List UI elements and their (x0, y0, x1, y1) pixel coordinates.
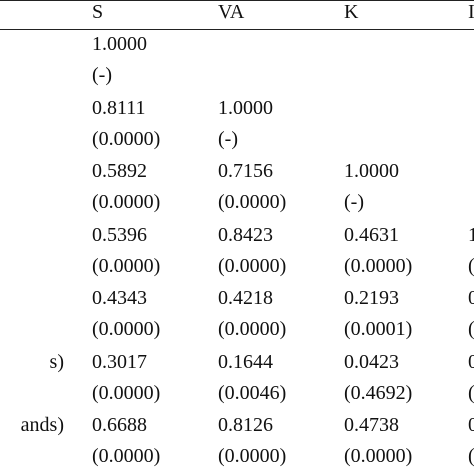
p-value: (0.0000) (92, 381, 161, 404)
p-value: (0.0000) (92, 191, 161, 213)
coefficient: 0.4343 (92, 287, 147, 309)
p-value: (-) (344, 191, 364, 213)
p-value: (0.0000) (92, 254, 161, 277)
coefficient: 0.8126 (218, 414, 273, 436)
p-value: (0.0000) (218, 191, 287, 213)
p-value: ( (468, 383, 474, 403)
p-value: ( (468, 319, 474, 339)
coefficient: 1.0000 (92, 33, 147, 55)
p-value: (0.0000) (344, 254, 413, 277)
p-value: (0.0000) (92, 318, 161, 340)
row-label: s) (49, 350, 64, 373)
coefficient: 0 (468, 350, 474, 373)
coefficient: 1.0000 (344, 160, 399, 182)
p-value: (0.0000) (218, 445, 287, 467)
coefficient: 0.7156 (218, 160, 273, 182)
p-value: (0.0001) (344, 318, 413, 340)
coefficient: 1.0000 (218, 96, 273, 119)
coefficient: 0.4218 (218, 287, 273, 309)
p-value: (0.0000) (218, 254, 287, 277)
coefficient: 0.2193 (344, 287, 399, 309)
coefficient: 1 (468, 223, 474, 246)
coefficient: 0.4738 (344, 414, 399, 436)
coefficient: 0.8111 (92, 96, 146, 119)
coefficient: 0.6688 (92, 414, 147, 436)
p-value: ( (468, 256, 474, 276)
row-label: ands) (20, 414, 64, 436)
p-value: (0.0046) (218, 381, 287, 404)
p-value: (0.0000) (92, 127, 161, 150)
header-rule (0, 29, 474, 30)
column-header: I (468, 1, 474, 23)
p-value: (0.0000) (344, 445, 413, 467)
p-value: (0.4692) (344, 381, 413, 404)
coefficient: 0 (468, 414, 474, 436)
p-value: (-) (218, 127, 238, 150)
p-value: (0.0000) (218, 318, 287, 340)
column-header: S (92, 1, 104, 23)
top-rule (0, 0, 474, 1)
p-value: (0.0000) (92, 445, 161, 467)
coefficient: 0.8423 (218, 223, 273, 246)
column-header: VA (218, 1, 245, 23)
coefficient: 0.3017 (92, 350, 147, 373)
coefficient: 0.5396 (92, 223, 147, 246)
p-value: ( (468, 446, 474, 466)
p-value: (-) (92, 64, 112, 86)
coefficient: 0.0423 (344, 350, 399, 373)
coefficient: 0.1644 (218, 350, 273, 373)
column-header: K (344, 1, 359, 23)
coefficient: 0.4631 (344, 223, 399, 246)
coefficient: 0 (468, 287, 474, 309)
coefficient: 0.5892 (92, 160, 147, 182)
